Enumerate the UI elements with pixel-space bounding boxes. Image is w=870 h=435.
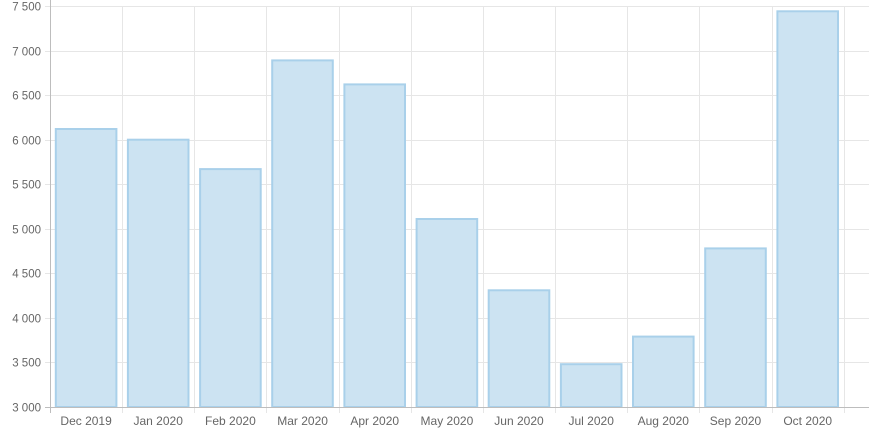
y-tick-label: 6 500 (12, 91, 41, 103)
x-tick-label: May 2020 (421, 414, 474, 428)
bar-aug-2020[interactable] (632, 335, 695, 409)
x-tick-label: Feb 2020 (205, 414, 256, 428)
y-tick-label: 3 500 (12, 358, 41, 370)
x-tick-label: Oct 2020 (783, 414, 832, 428)
y-tick-label: 5 500 (12, 180, 41, 192)
x-tick-label: Aug 2020 (638, 414, 690, 428)
y-tick-label: 5 000 (12, 225, 41, 237)
bars (54, 10, 840, 409)
bar-sep-2020[interactable] (704, 247, 767, 408)
bar-may-2020[interactable] (415, 218, 479, 408)
bar-feb-2020[interactable] (199, 168, 262, 408)
x-tick-label: Dec 2019 (60, 414, 112, 428)
x-axis-tick-labels: Dec 2019 Jan 2020 Feb 2020 Mar 2020 Apr 2020… (60, 414, 832, 428)
y-axis-tick-labels: 3 000 3 500 4 000 4 500 5 000 5 500 6 000 6 500… (12, 2, 41, 415)
y-tick-label: 7 500 (12, 2, 41, 14)
axes (45, 0, 869, 413)
bar-apr-2020[interactable] (343, 83, 406, 409)
y-tick-label: 4 000 (12, 314, 41, 326)
bar-dec-2019[interactable] (54, 128, 118, 408)
y-tick-label: 4 500 (12, 269, 41, 281)
x-tick-label: Apr 2020 (350, 414, 399, 428)
bar-jun-2020[interactable] (487, 289, 551, 408)
x-tick-label: Jul 2020 (569, 414, 615, 428)
bar-jul-2020[interactable] (559, 363, 623, 409)
x-tick-label: Mar 2020 (277, 414, 328, 428)
x-tick-label: Jun 2020 (494, 414, 544, 428)
y-tick-label: 6 000 (12, 136, 41, 148)
x-tick-label: Jan 2020 (134, 414, 184, 428)
bar-mar-2020[interactable] (271, 59, 334, 409)
y-tick-label: 3 000 (12, 403, 41, 415)
x-tick-label: Sep 2020 (710, 414, 762, 428)
bar-jan-2020[interactable] (126, 138, 190, 408)
y-tick-label: 7 000 (12, 47, 41, 59)
bar-oct-2020[interactable] (776, 10, 840, 409)
